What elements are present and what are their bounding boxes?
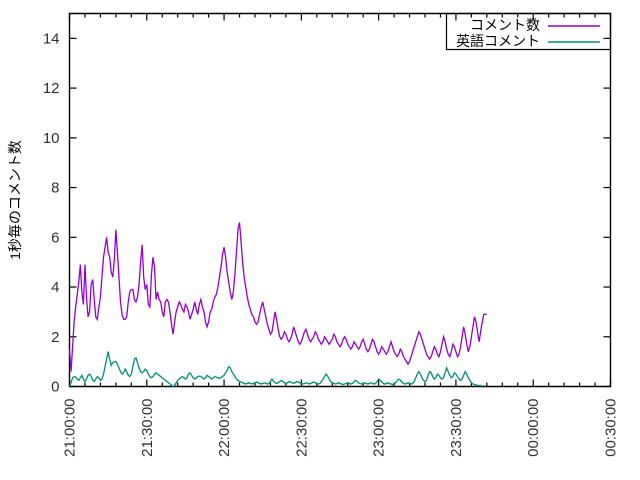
x-tick-label: 00:30:00 xyxy=(603,399,620,457)
series-line-1 xyxy=(68,222,487,372)
y-axis-ticks xyxy=(69,37,611,388)
y-tick-label: 14 xyxy=(43,30,60,47)
y-tick-label: 0 xyxy=(51,379,59,396)
x-tick-label: 21:30:00 xyxy=(139,399,156,457)
x-tick-label: 22:00:00 xyxy=(216,399,233,457)
plot-frame xyxy=(68,12,612,388)
x-axis-ticks xyxy=(68,13,612,387)
x-tick-label: 23:30:00 xyxy=(448,399,465,457)
y-tick-label: 8 xyxy=(51,180,59,197)
legend-label-1: コメント数 xyxy=(470,17,540,33)
y-axis-tick-labels: 0 2 4 6 8 10 12 14 xyxy=(43,30,60,395)
y-tick-label: 6 xyxy=(51,229,59,246)
y-axis-title: 1秒毎のコメント数 xyxy=(7,140,23,260)
y-tick-label: 4 xyxy=(51,279,59,296)
x-tick-label: 23:00:00 xyxy=(371,399,388,457)
x-tick-label: 00:00:00 xyxy=(525,399,542,457)
x-tick-label: 21:00:00 xyxy=(62,399,79,457)
y-tick-label: 10 xyxy=(43,130,60,147)
legend-border xyxy=(445,12,612,51)
y-tick-label: 2 xyxy=(51,329,59,346)
y-tick-label: 12 xyxy=(43,80,60,97)
x-axis-tick-labels: 21:00:00 21:30:00 22:00:00 22:30:00 23:00:00… xyxy=(62,399,620,457)
data-series-group xyxy=(68,222,487,388)
x-tick-label: 22:30:00 xyxy=(293,399,310,457)
series-line-2 xyxy=(68,351,483,388)
legend-label-2: 英語コメント xyxy=(456,33,540,49)
